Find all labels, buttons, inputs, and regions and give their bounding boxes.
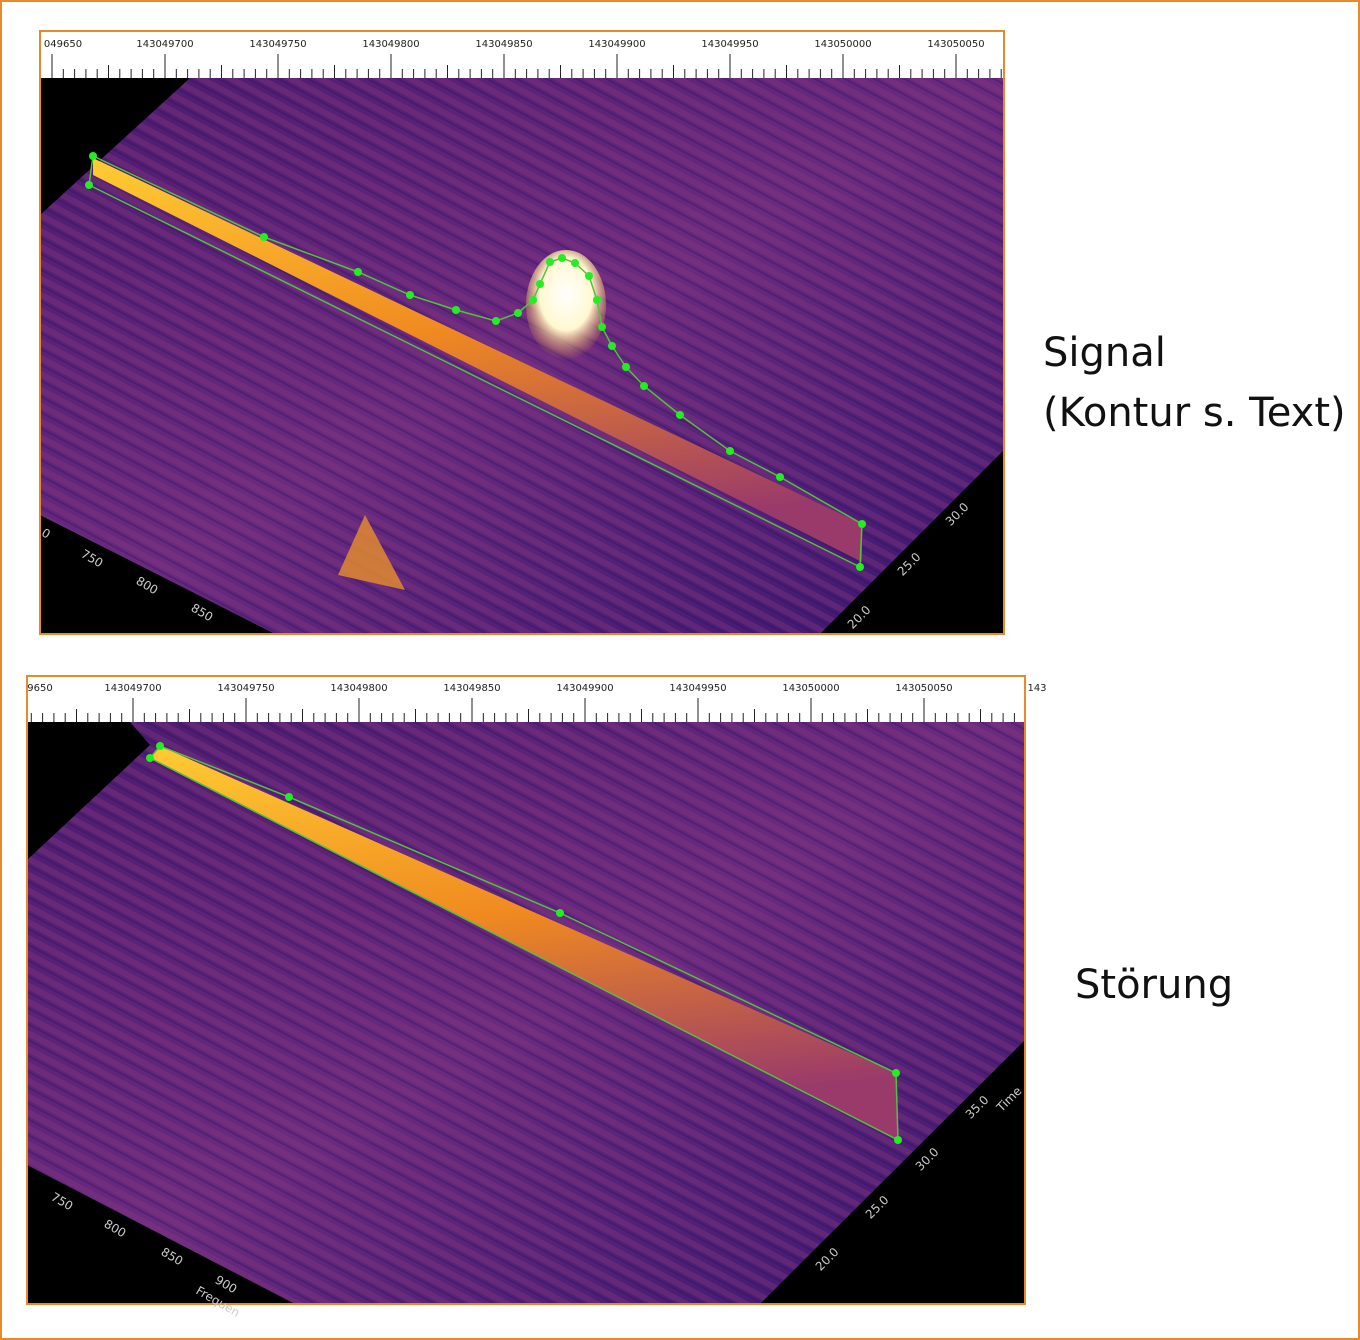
contour-point bbox=[492, 317, 500, 325]
ruler-label: 143049950 bbox=[701, 39, 758, 50]
ruler bbox=[27, 676, 1025, 722]
contour-point bbox=[622, 363, 630, 371]
contour-point bbox=[452, 306, 460, 314]
contour-point bbox=[894, 1136, 902, 1144]
minor-peak bbox=[338, 515, 405, 590]
panel-interference bbox=[26, 675, 1026, 1305]
background bbox=[40, 515, 275, 634]
ruler-label: 143049900 bbox=[588, 39, 645, 50]
contour-point bbox=[776, 473, 784, 481]
background bbox=[820, 450, 1004, 634]
ruler-label: 143 bbox=[1027, 683, 1046, 694]
contour-point bbox=[260, 233, 268, 241]
ruler-label: 143049700 bbox=[136, 39, 193, 50]
contour-point bbox=[640, 382, 648, 390]
background bbox=[27, 722, 150, 860]
contour-point bbox=[546, 258, 554, 266]
ruler-label: 049650 bbox=[44, 39, 82, 50]
contour-point bbox=[156, 742, 164, 750]
background bbox=[760, 1040, 1025, 1304]
ruler-label: 143049850 bbox=[475, 39, 532, 50]
caption: (Kontur s. Text) bbox=[1043, 390, 1346, 436]
contour-point bbox=[585, 272, 593, 280]
ruler-label: 143050050 bbox=[895, 683, 952, 694]
ruler-label: 143050000 bbox=[782, 683, 839, 694]
contour-point bbox=[146, 754, 154, 762]
contour-point bbox=[858, 520, 866, 528]
contour-point bbox=[406, 291, 414, 299]
ruler-label: 143049750 bbox=[217, 683, 274, 694]
contour-point bbox=[558, 254, 566, 262]
background bbox=[27, 1165, 295, 1304]
panel-border bbox=[39, 30, 1005, 635]
ruler-label: 9650 bbox=[27, 683, 52, 694]
background bbox=[40, 78, 190, 215]
ruler-label: 143049800 bbox=[362, 39, 419, 50]
contour-point bbox=[354, 268, 362, 276]
contour-point bbox=[514, 309, 522, 317]
contour-point bbox=[571, 259, 579, 267]
contour-point bbox=[856, 563, 864, 571]
ruler-label: 143049950 bbox=[669, 683, 726, 694]
contour-point bbox=[285, 793, 293, 801]
panel-signal bbox=[39, 30, 1005, 635]
caption: Störung bbox=[1075, 962, 1233, 1008]
contour-point bbox=[556, 909, 564, 917]
contour-point bbox=[593, 296, 601, 304]
ruler-label: 143050000 bbox=[814, 39, 871, 50]
contour-point bbox=[892, 1069, 900, 1077]
contour-point bbox=[85, 181, 93, 189]
ruler-label: 143049700 bbox=[104, 683, 161, 694]
contour-point bbox=[676, 411, 684, 419]
contour-point bbox=[529, 296, 537, 304]
panel-border bbox=[26, 675, 1026, 1305]
contour-point bbox=[89, 152, 97, 160]
ridge bbox=[150, 746, 898, 1140]
ruler-label: 143050050 bbox=[927, 39, 984, 50]
ruler-label: 143049850 bbox=[443, 683, 500, 694]
caption: Signal bbox=[1043, 330, 1166, 376]
contour-point bbox=[608, 342, 616, 350]
ruler-label: 143049750 bbox=[249, 39, 306, 50]
ruler-label: 143049800 bbox=[330, 683, 387, 694]
signal-peak bbox=[526, 250, 606, 360]
contour-point bbox=[598, 323, 606, 331]
ruler-label: 143049900 bbox=[556, 683, 613, 694]
contour-point bbox=[536, 280, 544, 288]
ridge bbox=[93, 158, 862, 562]
contour-point bbox=[726, 447, 734, 455]
